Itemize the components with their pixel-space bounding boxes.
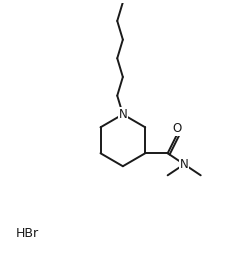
Text: O: O — [172, 122, 181, 135]
Text: N: N — [179, 158, 188, 171]
Text: N: N — [118, 108, 127, 121]
Text: HBr: HBr — [16, 227, 39, 240]
